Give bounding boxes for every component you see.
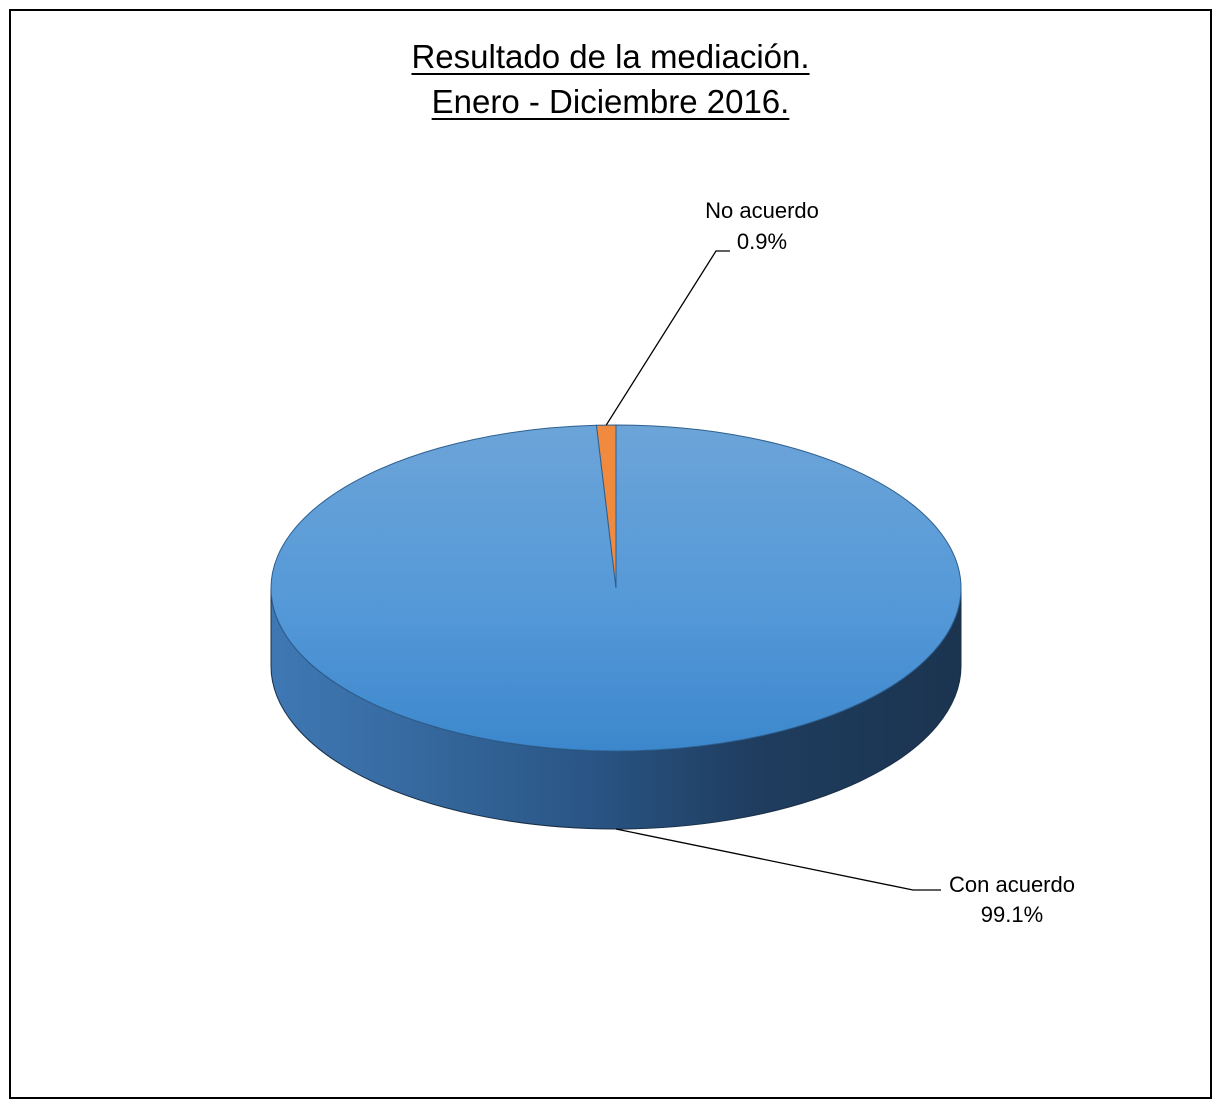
data-label-category-no-acuerdo: No acuerdo — [705, 198, 819, 223]
pie-slice-no-acuerdo — [595, 424, 617, 589]
data-labels: Con acuerdo 99.1% No acuerdo 0.9% — [705, 198, 1075, 927]
chart-title-block: Resultado de la mediación. Enero - Dicie… — [0, 34, 1221, 124]
chart-title: Resultado de la mediación. — [411, 38, 810, 75]
chart-subtitle: Enero - Diciembre 2016. — [431, 83, 790, 120]
data-label-value-no-acuerdo: 0.9% — [737, 229, 787, 254]
data-label-value-con-acuerdo: 99.1% — [981, 902, 1043, 927]
leader-lines — [605, 250, 941, 891]
leader-line-con-acuerdo — [615, 828, 941, 891]
data-label-category-con-acuerdo: Con acuerdo — [949, 872, 1075, 897]
pie-slices — [270, 424, 962, 830]
leader-line-no-acuerdo — [605, 250, 730, 426]
